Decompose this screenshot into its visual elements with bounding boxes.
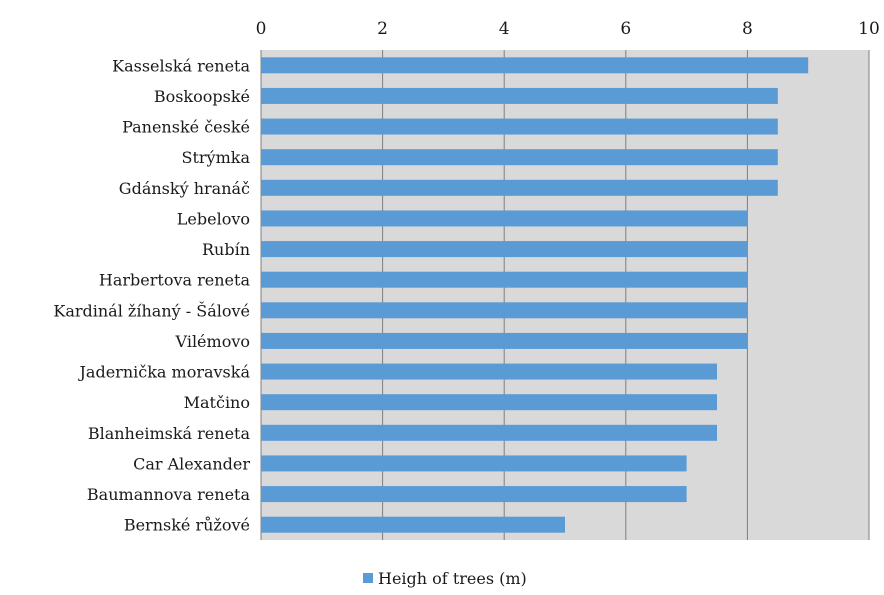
bar xyxy=(261,210,748,227)
x-tick-label: 10 xyxy=(858,19,880,39)
bar xyxy=(261,57,809,74)
bar xyxy=(261,363,717,380)
category-label: Baumannova reneta xyxy=(87,485,251,504)
legend-swatch xyxy=(363,573,373,583)
bar xyxy=(261,455,687,472)
category-label: Lebelovo xyxy=(177,209,250,228)
category-label: Strýmka xyxy=(182,148,251,167)
bar xyxy=(261,118,778,135)
category-label: Vilémovo xyxy=(175,332,250,351)
bar xyxy=(261,87,778,104)
category-label: Panenské české xyxy=(122,118,250,137)
category-label: Bernské růžové xyxy=(124,516,250,535)
category-label: Rubín xyxy=(202,240,250,259)
x-tick-label: 2 xyxy=(377,19,388,39)
legend: Heigh of trees (m) xyxy=(363,569,527,588)
bars xyxy=(261,57,809,533)
category-label: Kasselská reneta xyxy=(112,56,250,75)
category-label: Boskoopské xyxy=(154,87,250,106)
category-label: Kardinál žíhaný - Šálové xyxy=(53,300,250,320)
bar xyxy=(261,424,717,441)
x-tick-labels: 0 2 4 6 8 10 xyxy=(256,19,880,39)
x-tick-label: 6 xyxy=(620,19,631,39)
category-label: Jadernička moravská xyxy=(78,363,251,382)
category-label: Matčino xyxy=(184,393,250,412)
x-tick-label: 8 xyxy=(742,19,753,39)
legend-label: Heigh of trees (m) xyxy=(378,569,527,588)
bar xyxy=(261,271,748,288)
category-label: Blanheimská reneta xyxy=(88,424,251,443)
category-label: Gdánský hranáč xyxy=(119,179,250,198)
bar xyxy=(261,394,717,411)
category-label: Harbertova reneta xyxy=(99,271,251,290)
bar xyxy=(261,516,565,533)
bar xyxy=(261,302,748,319)
bar xyxy=(261,486,687,503)
category-label: Car Alexander xyxy=(133,454,250,473)
bar xyxy=(261,179,778,196)
bar xyxy=(261,149,778,166)
bar xyxy=(261,241,748,258)
x-tick-label: 4 xyxy=(499,19,510,39)
x-tick-label: 0 xyxy=(256,19,267,39)
bar xyxy=(261,332,748,349)
category-labels: Kasselská reneta Boskoopské Panenské české… xyxy=(53,56,250,534)
